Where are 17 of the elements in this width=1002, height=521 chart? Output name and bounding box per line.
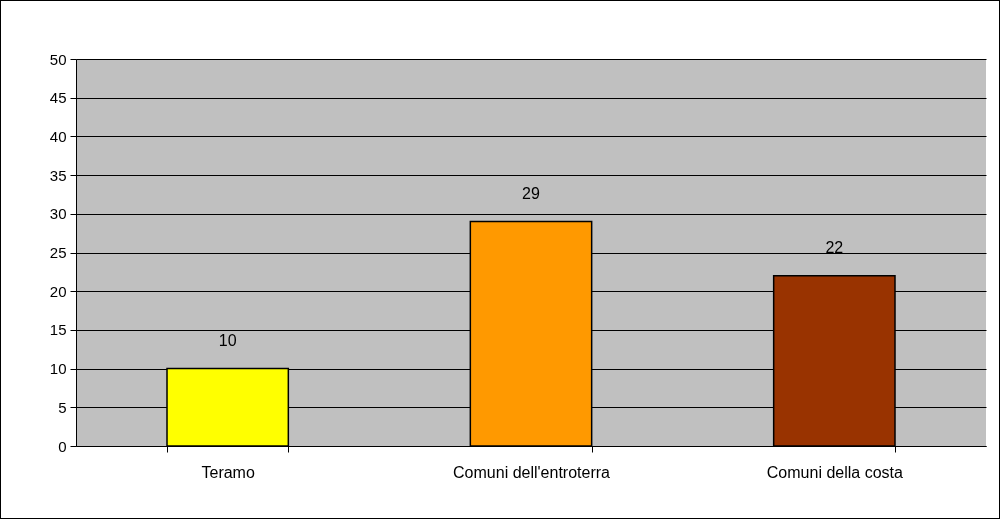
y-tick-label: 5	[58, 398, 67, 416]
y-tick-label: 25	[49, 244, 67, 261]
data-label: 22	[825, 238, 844, 256]
y-tick-label: 35	[49, 166, 67, 184]
x-tick-label: Comuni dell'entroterra	[453, 463, 611, 481]
x-tick-label: Teramo	[201, 463, 255, 481]
y-tick-label: 30	[49, 205, 67, 223]
data-label: 29	[522, 184, 540, 202]
data-label: 10	[218, 331, 237, 349]
y-tick-label: 15	[49, 321, 67, 339]
y-tick-label: 0	[58, 437, 67, 455]
y-tick-label: 10	[49, 360, 67, 378]
y-tick-label: 40	[49, 127, 67, 145]
y-tick-label: 50	[49, 50, 67, 68]
x-tick-label: Comuni della costa	[766, 463, 903, 481]
y-tick-label: 20	[49, 282, 67, 300]
y-tick-label: 45	[49, 89, 67, 107]
